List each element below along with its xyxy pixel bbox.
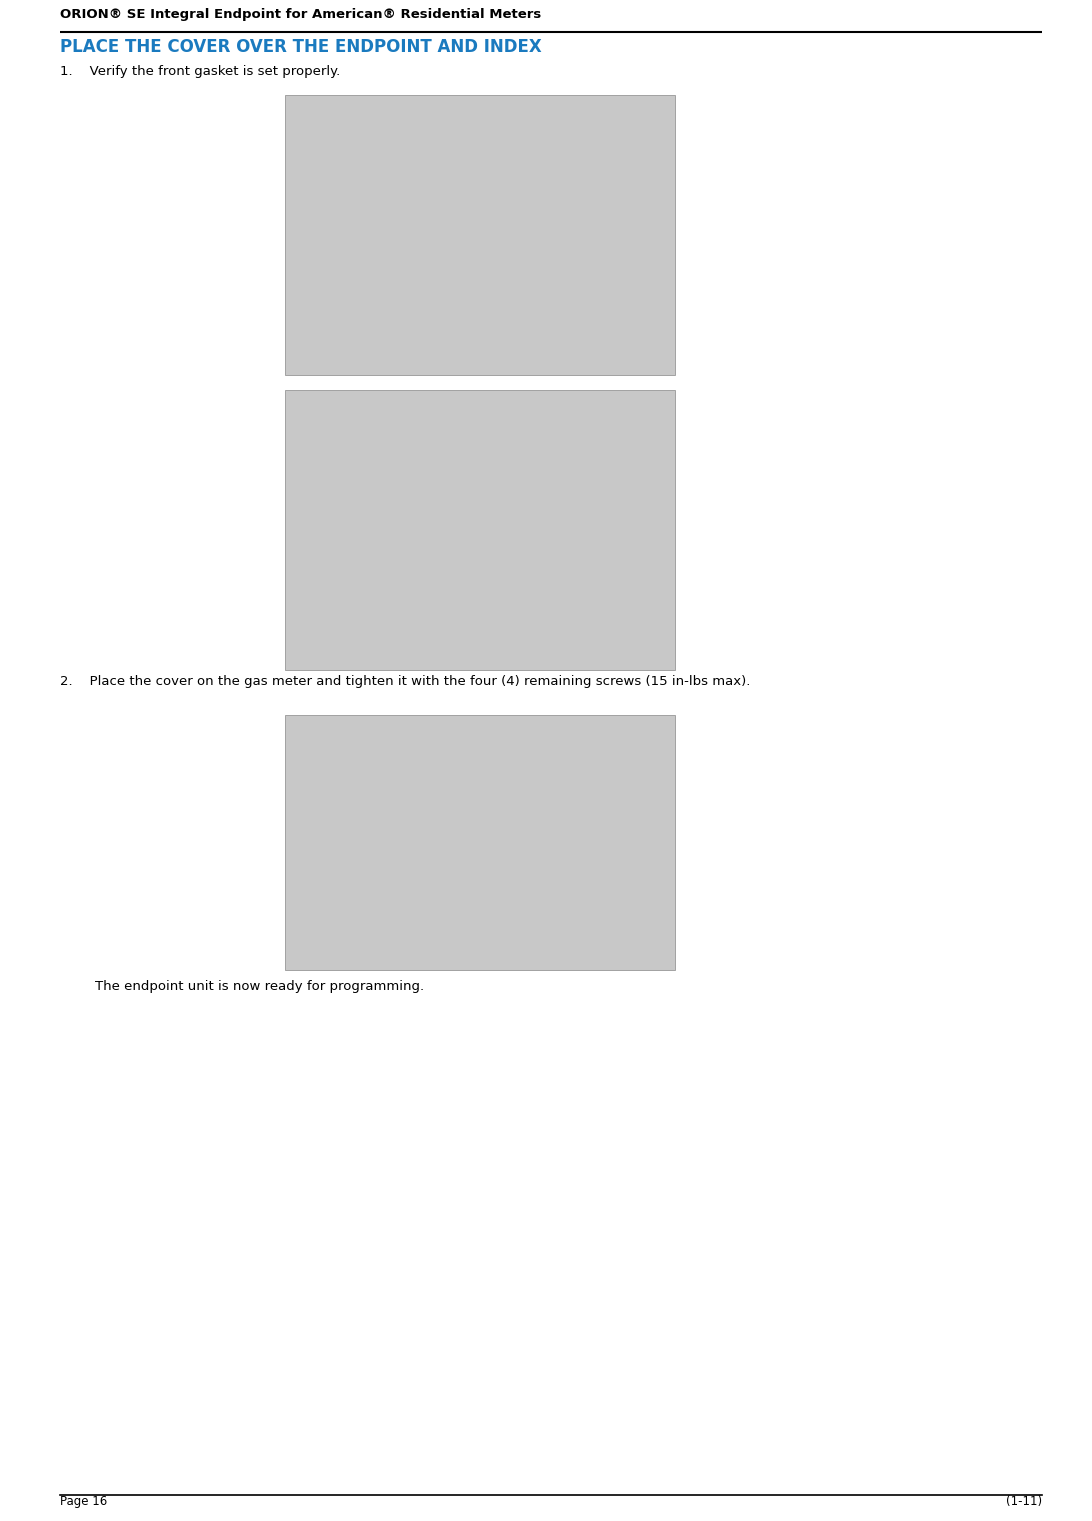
Text: The endpoint unit is now ready for programming.: The endpoint unit is now ready for progr…	[95, 980, 424, 993]
Text: PLACE THE COVER OVER THE ENDPOINT AND INDEX: PLACE THE COVER OVER THE ENDPOINT AND IN…	[60, 38, 542, 56]
Bar	[285, 389, 675, 669]
Text: 2.    Place the cover on the gas meter and tighten it with the four (4) remainin: 2. Place the cover on the gas meter and …	[60, 675, 750, 687]
Text: 1.    Verify the front gasket is set properly.: 1. Verify the front gasket is set proper…	[60, 65, 341, 78]
Bar	[285, 94, 675, 376]
Text: ORION® SE Integral Endpoint for American® Residential Meters: ORION® SE Integral Endpoint for American…	[60, 8, 542, 21]
Bar	[285, 715, 675, 970]
Text: Page 16: Page 16	[60, 1495, 107, 1507]
Text: (1-11): (1-11)	[1006, 1495, 1042, 1507]
